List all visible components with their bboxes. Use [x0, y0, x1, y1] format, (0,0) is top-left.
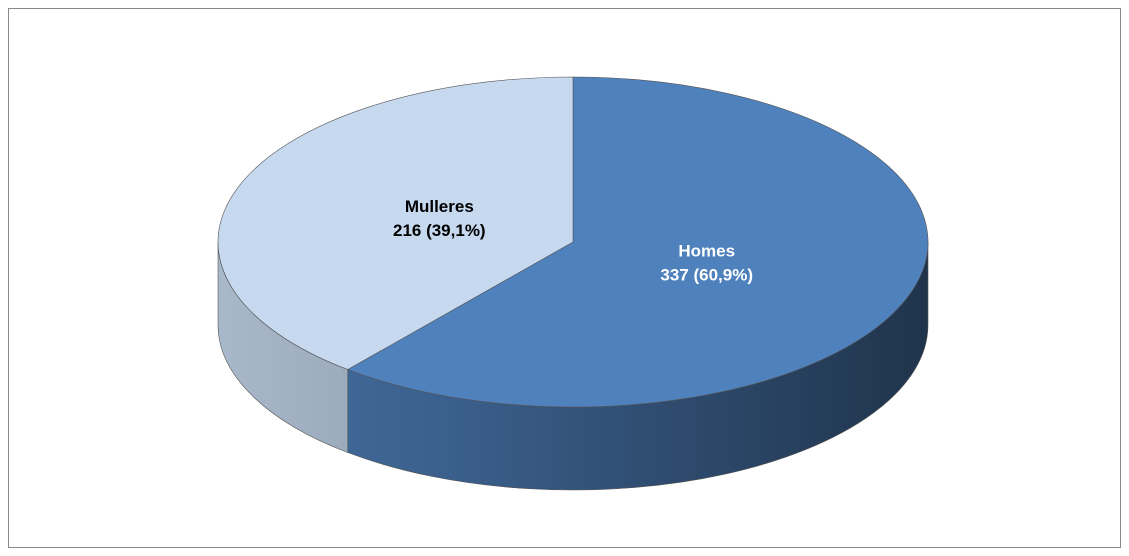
slice [347, 76, 929, 408]
slice [217, 76, 574, 370]
pie: Homes 337 (60,9%) Mulleres 216 (39,1%) [217, 76, 929, 491]
slice-value-label: 216 (39,1%) [393, 221, 486, 240]
slice-value-label: 337 (60,9%) [660, 266, 753, 285]
slice-category-label: Homes [678, 242, 735, 261]
slice-category-label: Mulleres [405, 197, 474, 216]
